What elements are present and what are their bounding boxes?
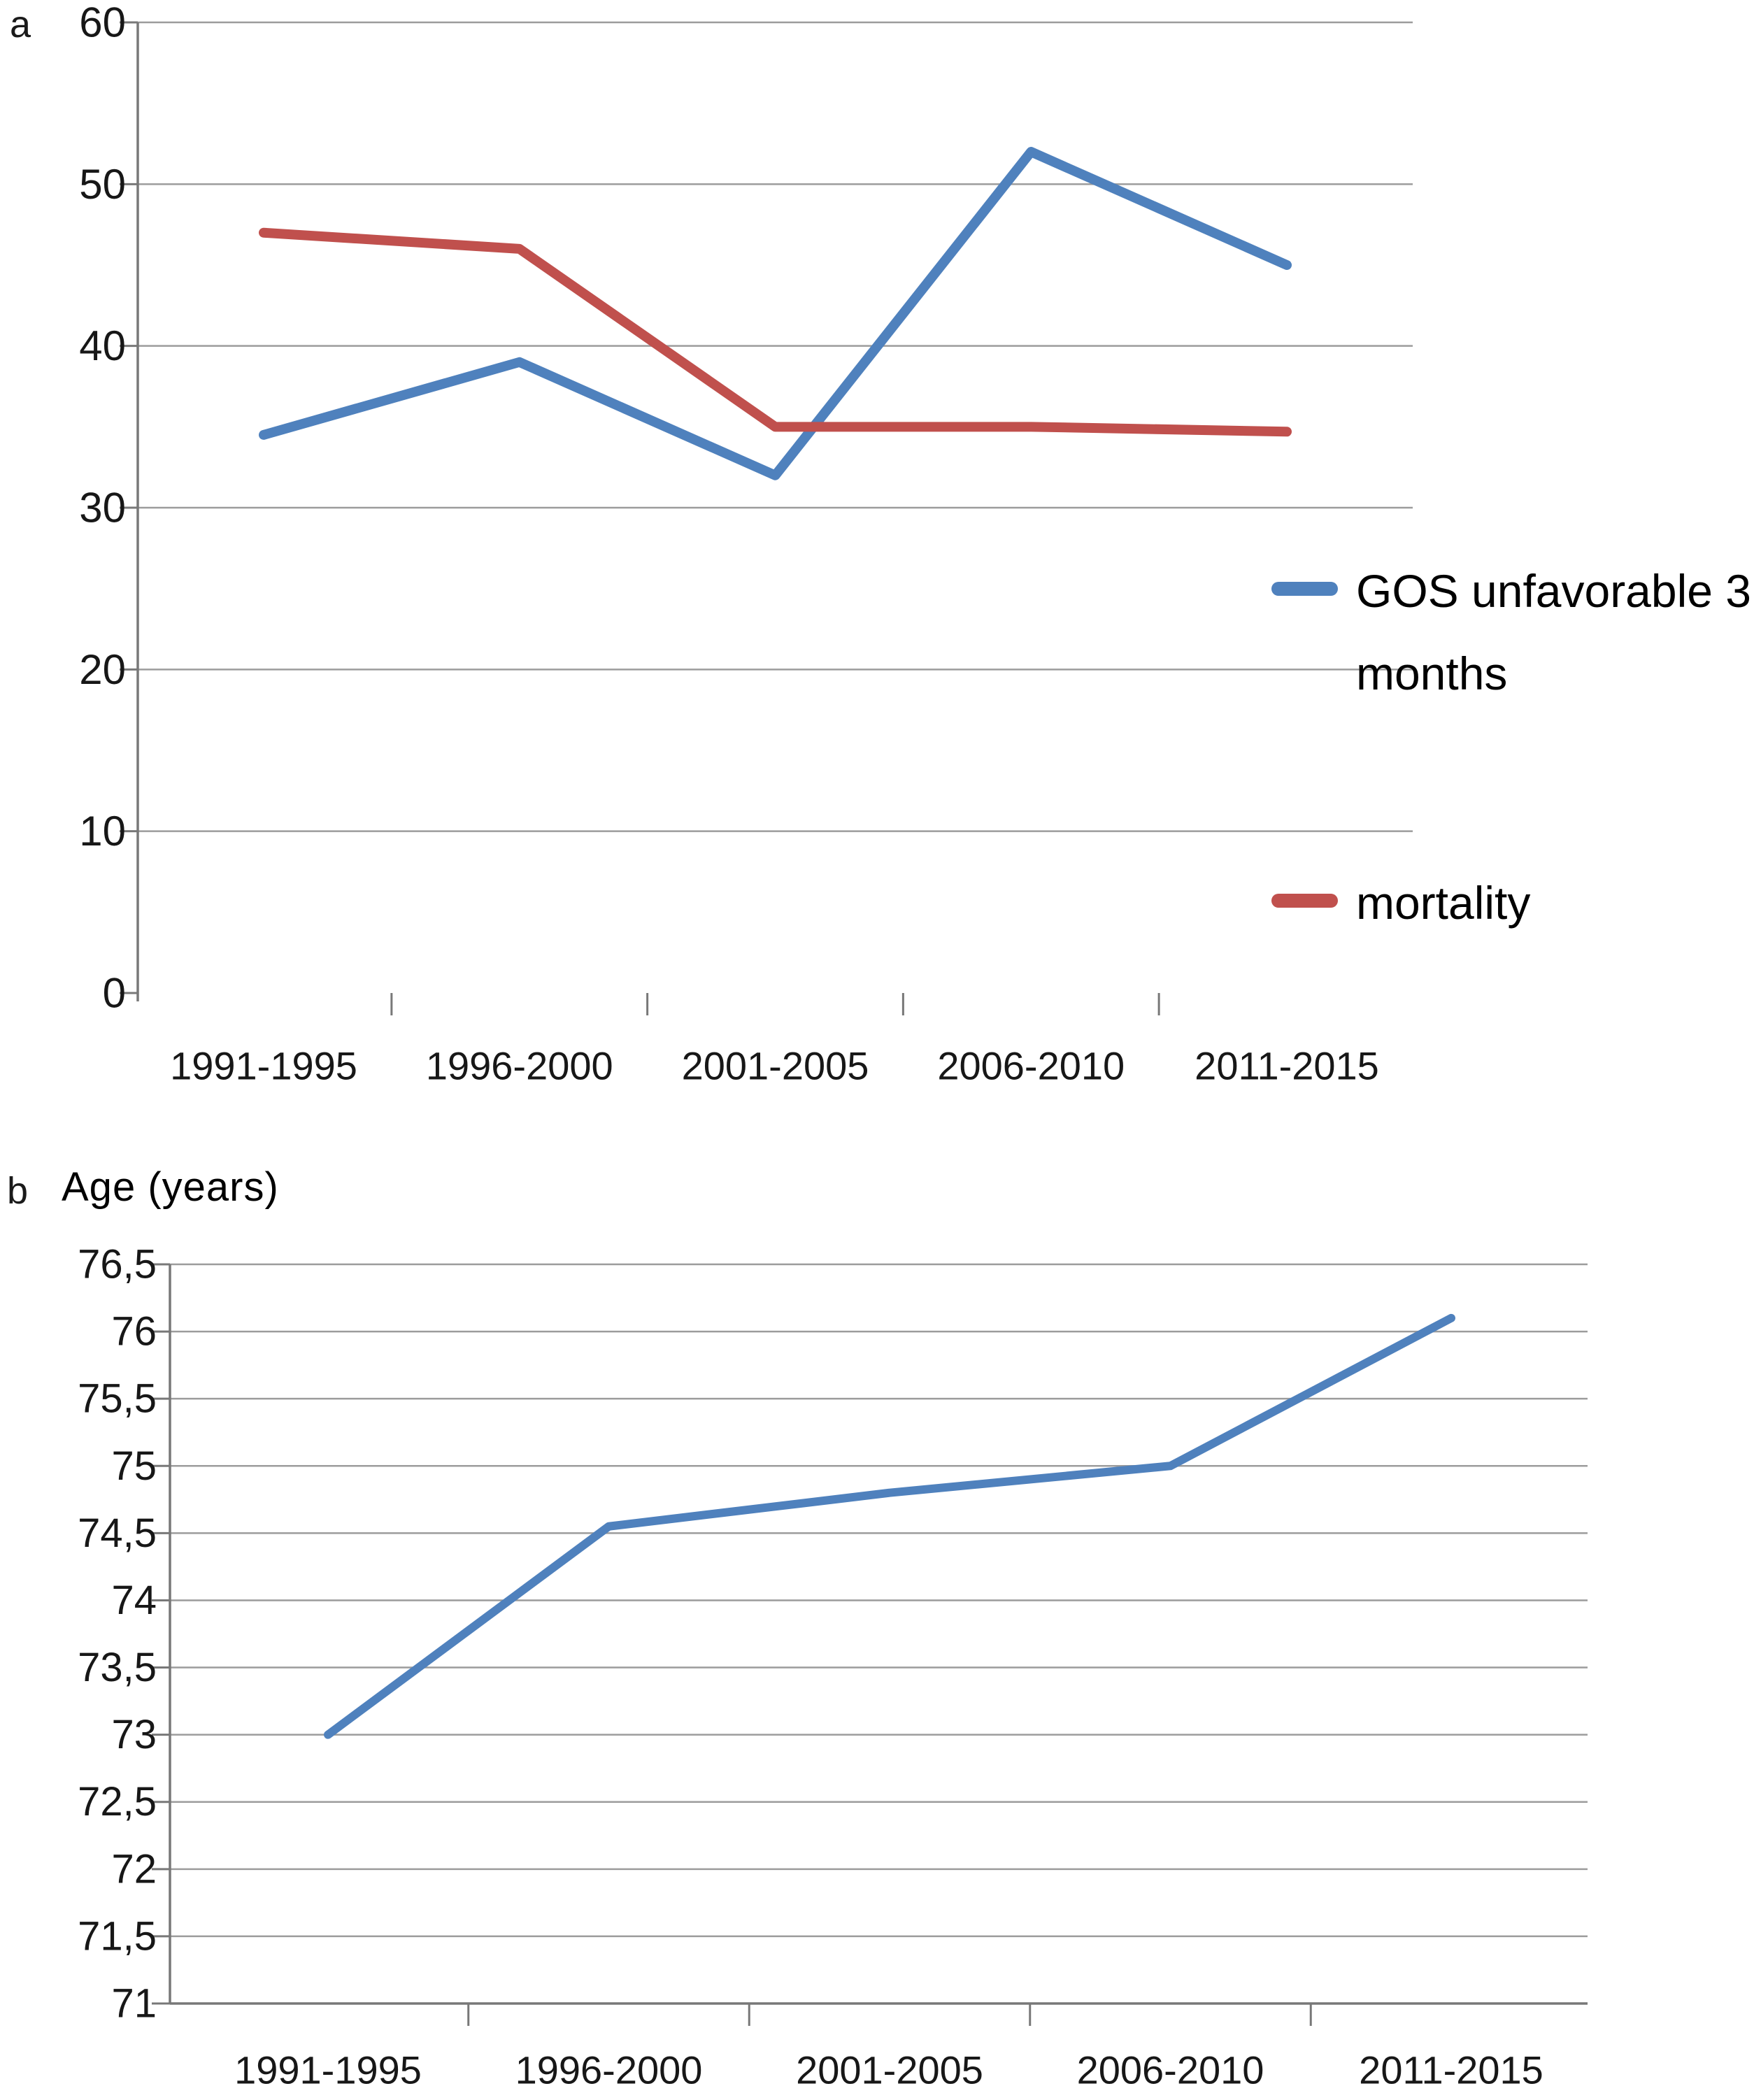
- y-tick-label: 71,5: [78, 1913, 157, 1959]
- x-tick-label: 2001-2005: [682, 1044, 869, 1088]
- y-tick-label: 40: [79, 322, 126, 369]
- y-tick-label: 74,5: [78, 1510, 157, 1556]
- series-line-mortality: [259, 227, 1292, 437]
- y-tick-label: 73: [111, 1712, 157, 1757]
- y-tick-label: 0: [103, 970, 126, 1017]
- panel-a-label: a: [10, 3, 31, 45]
- panel-b-label: b: [7, 1170, 29, 1212]
- x-tick-label: 1991-1995: [234, 2048, 422, 2092]
- x-tick-label: 2011-2015: [1195, 1044, 1379, 1088]
- y-tick-label: 10: [79, 808, 126, 855]
- y-tick-label: 76: [111, 1309, 157, 1355]
- x-tick-label: 2001-2005: [796, 2048, 983, 2092]
- y-tick-label: 75: [111, 1443, 157, 1489]
- y-tick-label: 72,5: [78, 1779, 157, 1824]
- legend-swatch-mortality: [1271, 894, 1338, 908]
- legend-swatch-gos-unfavorable-3-months: [1271, 582, 1338, 596]
- y-tick-label: 71: [111, 1981, 157, 2027]
- series-line-age-years: [324, 1313, 1455, 1739]
- x-tick-label: 1996-2000: [515, 2048, 703, 2092]
- y-tick-label: 72: [111, 1846, 157, 1892]
- x-tick-label: 2006-2010: [1077, 2048, 1264, 2092]
- panel-b-chart: 71 71,5 72 72,5 73 73,5 74 74,5 75 75,5 76 76,5 1991…: [78, 1242, 1588, 2092]
- y-tick-label: 74: [111, 1578, 157, 1623]
- y-tick-label: 20: [79, 646, 126, 693]
- x-tick-label: 1996-2000: [426, 1044, 613, 1088]
- y-tick-label: 50: [79, 161, 126, 208]
- x-tick-label: 2006-2010: [937, 1044, 1125, 1088]
- legend-item-mortality: mortality: [1271, 862, 1754, 944]
- series-line-gos-unfavorable-3-months: [259, 147, 1292, 480]
- y-tick-label: 60: [79, 0, 126, 46]
- legend-label: mortality: [1356, 877, 1531, 929]
- x-tick-label: 1991-1995: [170, 1044, 357, 1088]
- panel-a-chart: 0 10 20 30 40 50 60 1991-1995 1996-2000 2001-2005…: [79, 0, 1413, 1088]
- y-tick-label: 75,5: [78, 1376, 157, 1422]
- y-tick-label: 73,5: [78, 1645, 157, 1690]
- y-tick-label: 30: [79, 485, 126, 531]
- legend-label: GOS unfavorable 3 months: [1356, 565, 1751, 699]
- x-tick-label: 2011-2015: [1359, 2048, 1543, 2092]
- panel-b-title: Age (years): [62, 1164, 279, 1210]
- legend-item-gos-unfavorable-3-months: GOS unfavorable 3 months: [1271, 550, 1754, 715]
- y-tick-label: 76,5: [78, 1242, 157, 1287]
